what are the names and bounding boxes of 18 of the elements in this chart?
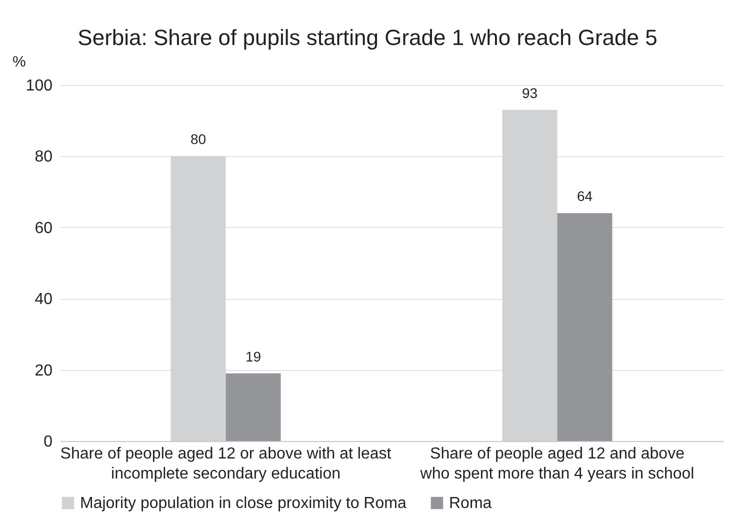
data-label: 64: [576, 188, 593, 204]
data-label: 93: [522, 84, 538, 101]
chart-title: Serbia: Share of pupils starting Grade 1 who reach Grade 5: [78, 25, 658, 50]
data-label: 19: [245, 348, 262, 364]
x-tick-label: Share of people aged 12 or above with at least incomplete secondary education: [60, 446, 392, 482]
y-tick-label: 40: [34, 291, 53, 308]
legend-label: Roma: [449, 495, 492, 512]
y-tick-label: 80: [34, 148, 53, 166]
bar: [226, 373, 281, 441]
data-label: 80: [190, 131, 206, 148]
y-tick-label: 100: [26, 78, 53, 94]
y-axis-title: %: [12, 54, 26, 70]
x-tick-label: Share of people aged 12 and above who spent more than 4 years in school: [419, 446, 694, 482]
y-tick-label: 0: [44, 434, 53, 450]
legend-label: Majority population in close proximity to Roma: [80, 495, 406, 512]
bar: [557, 213, 612, 441]
y-tick-label: 20: [34, 362, 53, 380]
y-tick-label: 60: [34, 220, 53, 237]
